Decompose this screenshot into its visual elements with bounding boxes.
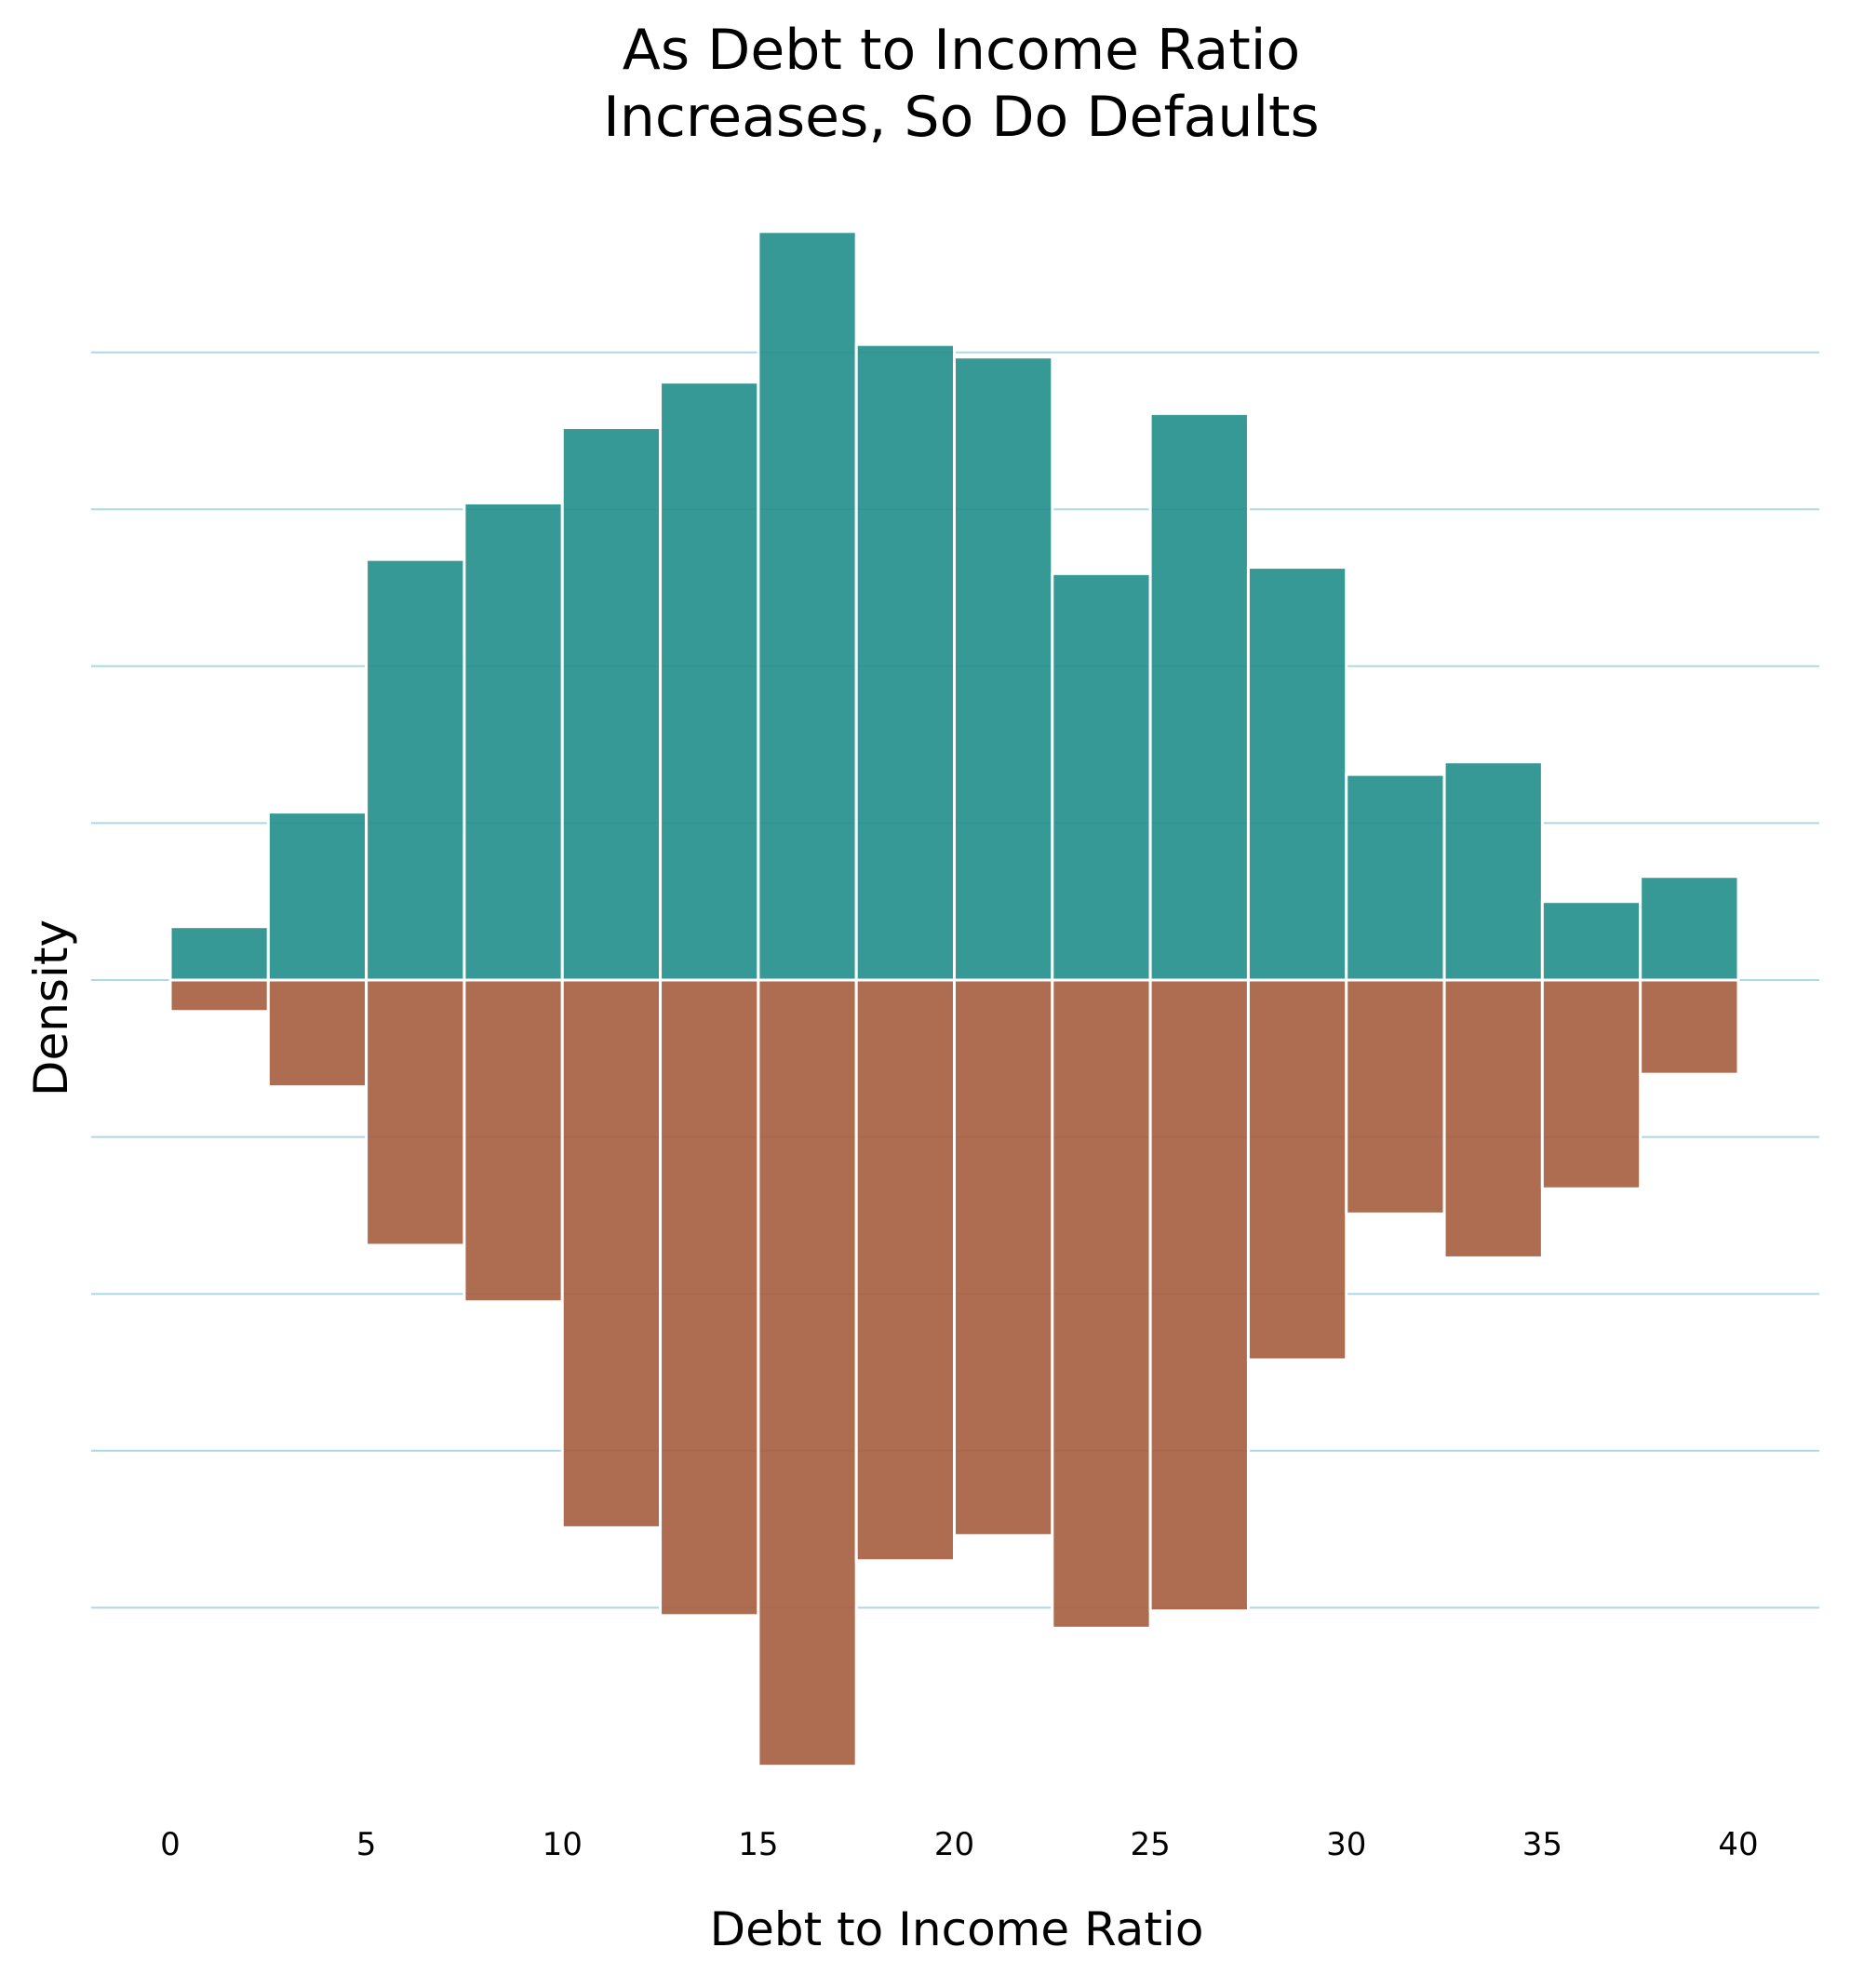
y-axis-label: Density xyxy=(24,920,78,1096)
bar-upper-7 xyxy=(854,343,956,982)
x-tick-label: 15 xyxy=(738,1826,778,1863)
x-tick-labels: 0 5 10 15 20 25 30 35 40 xyxy=(160,1826,1758,1863)
bar-lower-2 xyxy=(365,978,466,1247)
x-tick-label: 0 xyxy=(160,1826,181,1863)
chart-title-line-2: Increases, So Do Defaults xyxy=(603,85,1320,150)
bar-lower-6 xyxy=(757,978,858,1768)
bar-lower-0 xyxy=(168,978,270,1014)
bar-upper-2 xyxy=(365,557,466,982)
bar-upper-13 xyxy=(1442,760,1544,982)
x-tick-label: 10 xyxy=(543,1826,583,1863)
bar-lower-10 xyxy=(1148,978,1250,1613)
bar-upper-1 xyxy=(266,811,369,982)
x-tick-label: 40 xyxy=(1718,1826,1758,1863)
bar-lower-3 xyxy=(462,978,564,1304)
bar-upper-4 xyxy=(560,426,663,982)
bar-lower-12 xyxy=(1345,978,1446,1216)
bar-upper-15 xyxy=(1639,875,1740,982)
bars xyxy=(168,230,1740,1768)
bar-upper-3 xyxy=(462,501,564,982)
bar-lower-5 xyxy=(659,978,760,1618)
bar-lower-7 xyxy=(854,978,956,1563)
bar-lower-8 xyxy=(953,978,1054,1538)
bar-lower-1 xyxy=(266,978,369,1089)
bar-lower-14 xyxy=(1540,978,1642,1190)
bar-lower-9 xyxy=(1051,978,1152,1630)
x-tick-label: 5 xyxy=(356,1826,377,1863)
bar-upper-8 xyxy=(953,356,1054,982)
bar-upper-5 xyxy=(659,381,760,982)
bar-upper-14 xyxy=(1540,900,1642,982)
x-axis-label: Debt to Income Ratio xyxy=(710,1902,1204,1956)
bar-upper-12 xyxy=(1345,772,1446,982)
chart-title-line-1: As Debt to Income Ratio xyxy=(623,18,1300,83)
bar-upper-10 xyxy=(1148,411,1250,982)
bar-upper-6 xyxy=(757,230,858,982)
x-tick-label: 20 xyxy=(934,1826,974,1863)
bar-upper-0 xyxy=(168,925,270,982)
bar-lower-13 xyxy=(1442,978,1544,1259)
bar-lower-11 xyxy=(1246,978,1348,1362)
x-tick-label: 35 xyxy=(1522,1826,1562,1863)
bar-upper-11 xyxy=(1246,566,1348,982)
x-tick-label: 30 xyxy=(1326,1826,1366,1863)
bar-lower-15 xyxy=(1639,978,1740,1076)
x-tick-label: 25 xyxy=(1130,1826,1170,1863)
bar-lower-4 xyxy=(560,978,663,1529)
bar-upper-9 xyxy=(1051,571,1152,982)
